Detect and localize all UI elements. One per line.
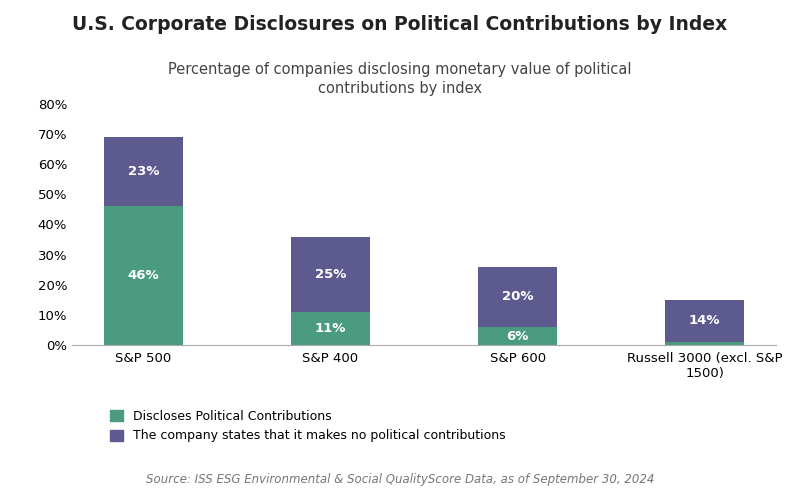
Legend: Discloses Political Contributions, The company states that it makes no political: Discloses Political Contributions, The c… [110, 410, 506, 442]
Text: 23%: 23% [127, 165, 159, 178]
Text: 20%: 20% [502, 290, 534, 303]
Bar [104, 137, 182, 207]
Bar [478, 267, 557, 327]
Text: U.S. Corporate Disclosures on Political Contributions by Index: U.S. Corporate Disclosures on Political … [72, 15, 728, 34]
Bar [666, 342, 744, 345]
Text: Percentage of companies disclosing monetary value of political
contributions by : Percentage of companies disclosing monet… [168, 62, 632, 97]
Text: 11%: 11% [314, 322, 346, 335]
Bar [291, 237, 370, 312]
Bar [478, 327, 557, 345]
Bar [666, 300, 744, 342]
Text: 25%: 25% [314, 268, 346, 281]
Text: 6%: 6% [506, 329, 529, 343]
Text: Source: ISS ESG Environmental & Social QualityScore Data, as of September 30, 20: Source: ISS ESG Environmental & Social Q… [146, 473, 654, 486]
Text: 46%: 46% [127, 269, 159, 282]
Bar [291, 312, 370, 345]
Text: 14%: 14% [689, 315, 721, 327]
Bar [104, 207, 182, 345]
